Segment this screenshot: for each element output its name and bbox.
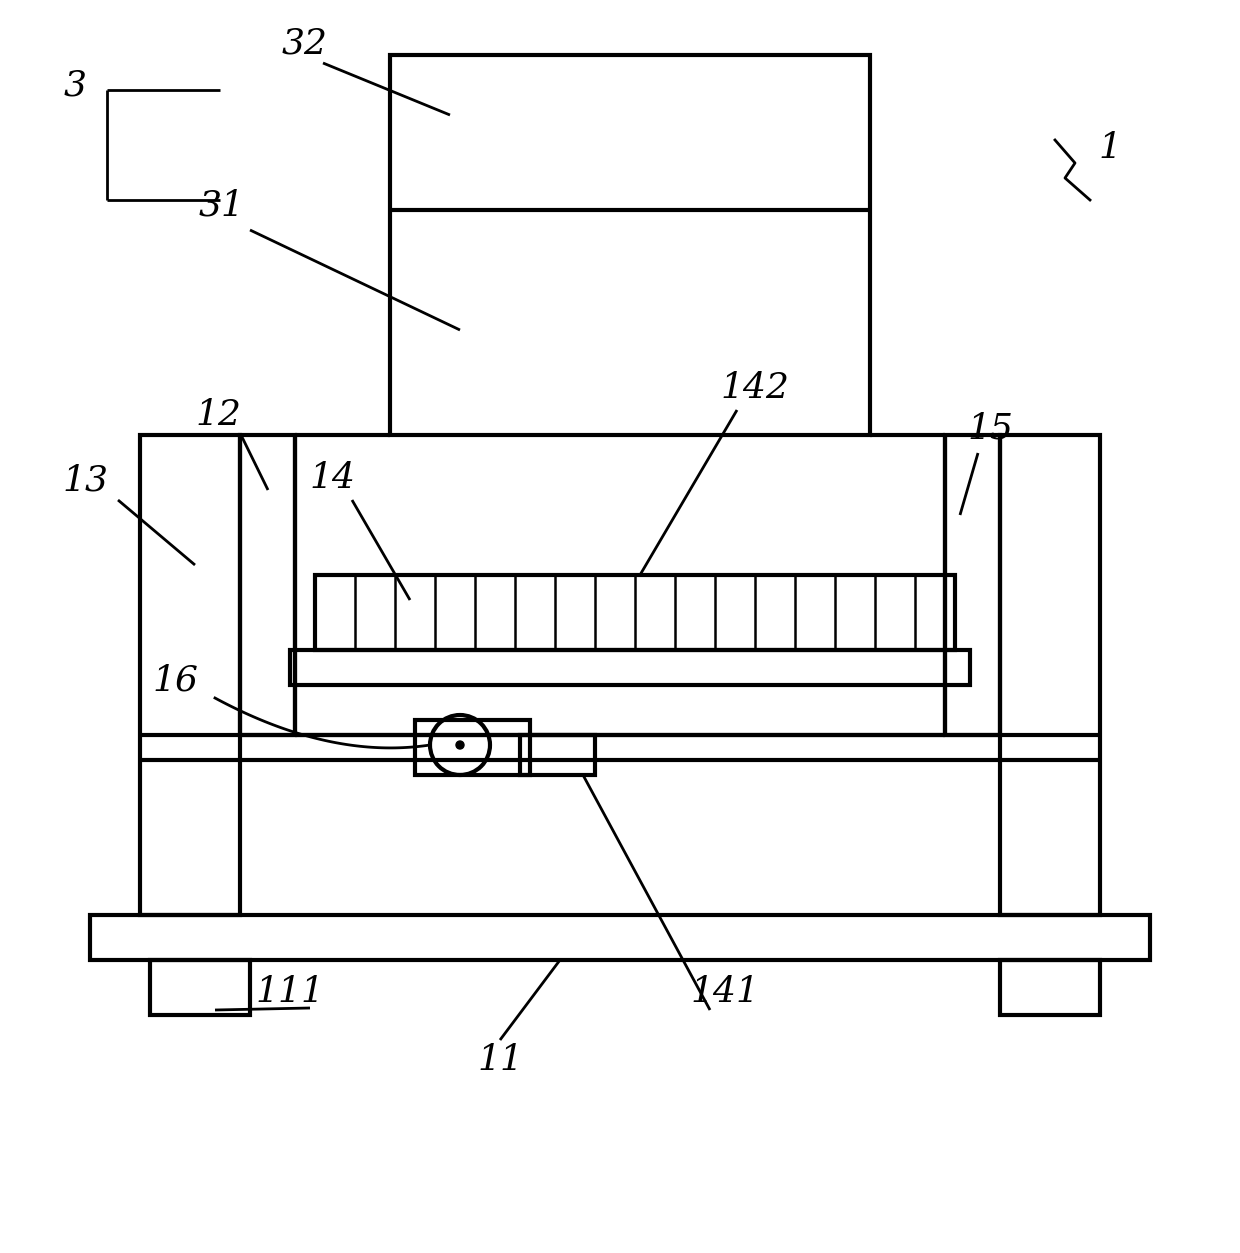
Bar [415,720,529,776]
Text: 1: 1 [1099,132,1121,165]
Text: 141: 141 [691,975,759,1009]
Text: 13: 13 [62,464,108,497]
Bar [999,435,1100,915]
Text: 12: 12 [195,398,241,432]
Text: 16: 16 [153,663,198,697]
Text: 15: 15 [967,411,1013,445]
Bar [999,960,1100,1015]
Bar [140,435,241,915]
Bar [91,915,1149,960]
Text: 31: 31 [198,188,246,222]
Bar [241,435,295,736]
Bar [391,55,870,435]
Bar [945,435,999,736]
Text: 111: 111 [255,975,325,1009]
Circle shape [456,741,464,749]
Bar [290,650,970,685]
Bar [150,960,250,1015]
Text: 142: 142 [720,371,790,405]
Text: 11: 11 [477,1042,523,1078]
Bar [520,736,595,776]
Text: 14: 14 [309,461,355,495]
Text: 32: 32 [281,26,329,60]
Text: 3: 3 [63,68,87,101]
Bar [315,575,955,650]
